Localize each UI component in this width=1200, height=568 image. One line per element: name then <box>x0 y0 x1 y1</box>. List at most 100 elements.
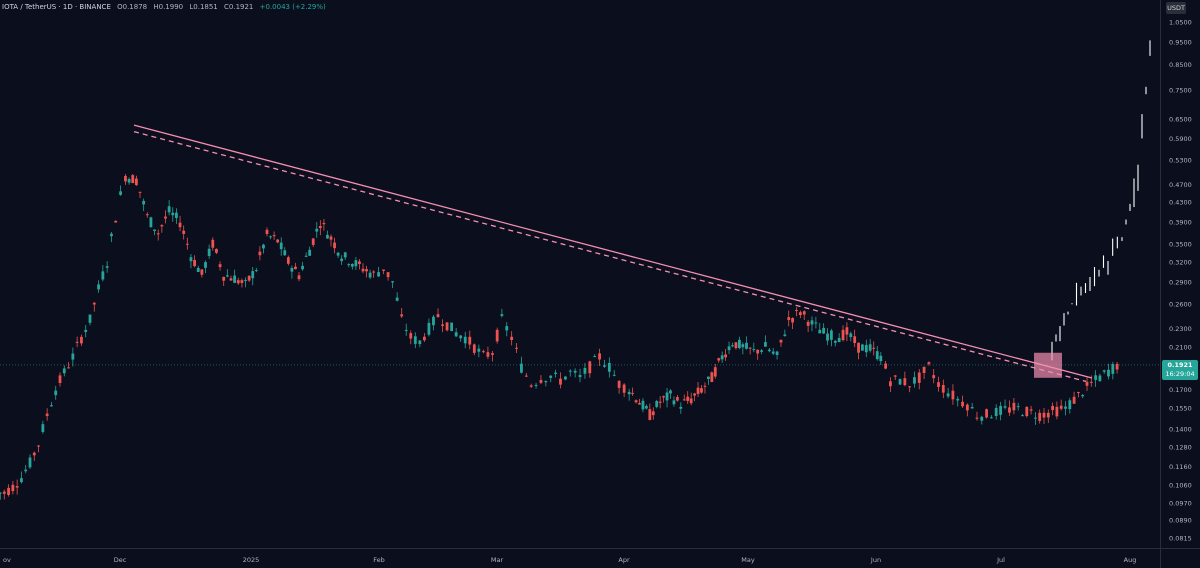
y-tick-label: 0.2900 <box>1169 278 1192 286</box>
x-tick-label: Jul <box>996 556 1005 564</box>
candle-body <box>568 370 572 372</box>
candle-body <box>573 370 577 373</box>
y-tick-label: 0.2100 <box>1169 343 1192 351</box>
y-tick-label: 0.3500 <box>1169 240 1192 248</box>
candle-body <box>706 376 710 379</box>
candle-body <box>58 375 62 383</box>
y-tick-label: 0.2600 <box>1169 300 1192 308</box>
candle-body <box>156 233 160 235</box>
candle-body <box>80 336 83 344</box>
candle-body <box>927 362 931 365</box>
candle-body <box>985 409 988 418</box>
candle-body <box>1064 406 1067 409</box>
candle-body <box>207 248 211 257</box>
candle-body <box>1089 381 1093 383</box>
candle-body <box>454 332 458 337</box>
candle-body <box>432 316 435 326</box>
candle-body <box>1081 394 1085 397</box>
candle-body <box>791 318 795 323</box>
candle-body <box>101 271 105 280</box>
candle-body <box>134 178 138 186</box>
y-tick-label: 0.3900 <box>1169 218 1192 226</box>
candle-body <box>178 222 182 228</box>
candle-body <box>459 335 463 339</box>
y-tick-label: 0.1280 <box>1169 443 1192 451</box>
candle-body <box>648 409 652 420</box>
y-tick-label: 0.9500 <box>1169 39 1192 47</box>
candle-body <box>826 333 829 341</box>
candle-body <box>119 191 122 195</box>
candle-body <box>822 327 826 334</box>
candle-body <box>612 374 616 376</box>
candle-body <box>258 251 262 256</box>
candle-body <box>1046 412 1050 418</box>
currency-badge[interactable]: USDT <box>1166 2 1186 14</box>
candle-body <box>845 327 849 335</box>
candle-body <box>279 242 283 250</box>
candle-body <box>837 337 841 343</box>
y-tick-label: 0.3200 <box>1169 258 1192 266</box>
candle-body <box>97 284 100 290</box>
candle-body <box>114 220 118 223</box>
candle-body <box>75 341 79 343</box>
candle-body <box>441 324 444 326</box>
candle-body <box>1012 402 1016 411</box>
y-tick-label: 0.5900 <box>1169 135 1192 143</box>
candle-body <box>2 491 6 494</box>
candle-body <box>244 279 247 281</box>
candle-body <box>1059 405 1063 409</box>
bar-countdown: 16:29:04 <box>1165 370 1195 378</box>
candle-body <box>868 344 872 351</box>
y-tick-label: 0.2300 <box>1169 325 1192 333</box>
candle-body <box>67 367 70 369</box>
candle-body <box>679 406 683 409</box>
candle-body <box>872 347 876 349</box>
candle-body <box>544 381 548 383</box>
last-price-value: 0.1921 <box>1167 361 1193 369</box>
candle-body <box>329 236 333 240</box>
candle-body <box>84 329 88 333</box>
candle-body <box>999 405 1003 415</box>
candle-body <box>301 265 304 270</box>
candle-body <box>204 262 207 268</box>
candle-body <box>696 387 700 394</box>
candle-body <box>361 268 365 272</box>
candle-body <box>893 375 897 377</box>
last-price-tag: 0.1921 16:29:04 <box>1162 360 1198 380</box>
candle-body <box>505 326 509 331</box>
candle-body <box>62 368 66 374</box>
candle-body <box>829 330 833 340</box>
candle-body <box>386 272 390 278</box>
candle-body <box>994 407 998 417</box>
candle-body <box>171 212 175 216</box>
candle-body <box>593 356 597 358</box>
symbol-header: IOTA / TetherUS · 1D · BINANCE O0.1878 H… <box>2 3 330 11</box>
candle-body <box>149 217 153 228</box>
candle-body <box>1072 396 1076 404</box>
candle-body <box>358 261 361 265</box>
candle-body <box>92 302 96 305</box>
candle-body <box>377 272 381 277</box>
candle-body <box>875 351 879 360</box>
candle-body <box>529 385 533 387</box>
candle-body <box>937 382 940 387</box>
candle-body <box>336 252 340 256</box>
candle-body <box>1077 392 1080 394</box>
symbol-label[interactable]: IOTA / TetherUS · 1D · BINANCE <box>2 3 111 11</box>
candle-body <box>641 400 645 410</box>
y-tick-label: 0.0890 <box>1169 517 1192 525</box>
candle-body <box>445 322 449 331</box>
candle-body <box>787 317 791 321</box>
candle-body <box>524 375 528 377</box>
candle-body <box>1029 409 1033 411</box>
candle-body <box>145 214 149 216</box>
x-tick-label: Mar <box>491 556 504 564</box>
candle-body <box>710 372 714 382</box>
candle-body <box>802 311 806 315</box>
candle-body <box>764 342 767 347</box>
candle-body <box>795 309 798 311</box>
candle-body <box>311 238 315 245</box>
y-tick-label: 0.0815 <box>1169 535 1192 543</box>
